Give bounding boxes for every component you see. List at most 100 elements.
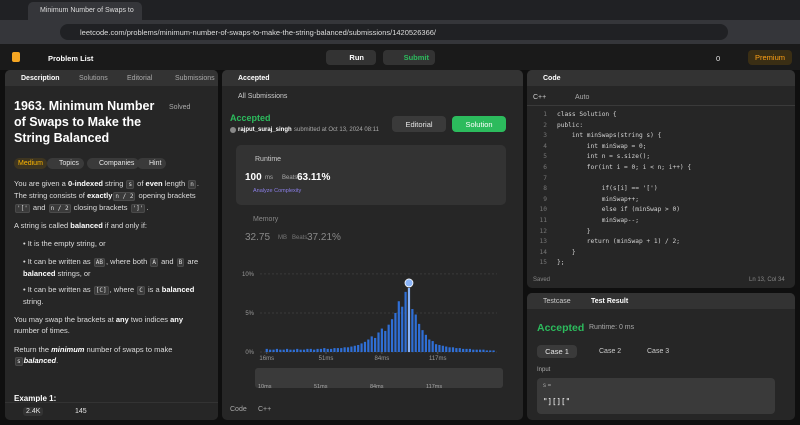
bar (377, 332, 380, 352)
bar (478, 349, 482, 352)
tab[interactable]: Accepted (238, 75, 270, 82)
bar (448, 347, 451, 352)
difficulty-tag[interactable]: Medium (14, 158, 47, 169)
panel-header (5, 70, 218, 86)
bar (289, 349, 292, 352)
text: is a (145, 285, 162, 294)
range-slider[interactable] (255, 368, 503, 388)
text: even (145, 179, 163, 188)
text: balanced (23, 269, 56, 278)
bar (357, 344, 360, 352)
tag[interactable]: Topics (47, 158, 84, 169)
status: Accepted (537, 322, 585, 334)
bar (296, 348, 299, 352)
user[interactable]: rajput_suraj_singh (238, 127, 292, 133)
bar (363, 341, 367, 352)
bar (394, 312, 397, 352)
likes[interactable]: 2.4K (23, 407, 44, 416)
bar (275, 348, 279, 352)
problem-list[interactable]: Problem List (48, 54, 94, 63)
tab[interactable]: Solutions (79, 75, 108, 82)
code-line: minSwap++; (557, 195, 639, 203)
text: It can be written as (27, 285, 93, 294)
run-button[interactable]: Run (326, 50, 376, 65)
text: and (158, 257, 176, 266)
bar (302, 349, 306, 352)
bar (401, 306, 404, 352)
text: You are given a (14, 179, 68, 188)
back-link[interactable]: All Submissions (238, 93, 288, 100)
case-tab[interactable]: Case 3 (647, 348, 670, 355)
code: s (15, 357, 23, 366)
label: Editorial (405, 119, 433, 129)
panel-header (527, 70, 795, 86)
tab[interactable]: Description (21, 75, 60, 82)
code: n / 2 (48, 204, 71, 213)
tab[interactable]: Testcase (543, 298, 571, 305)
bar (424, 334, 427, 352)
bar (390, 319, 394, 352)
text: number of times. (14, 326, 70, 335)
bar (309, 348, 312, 352)
analyze-link[interactable]: Analyze Complexity (253, 188, 302, 194)
bullet: • It can be written as [C], where C is a… (23, 285, 195, 306)
label: Case 1 (545, 347, 569, 356)
comments[interactable]: 145 (75, 408, 87, 415)
address-bar[interactable] (60, 24, 728, 40)
tab[interactable]: Code (543, 75, 561, 82)
range-label: 10ms (258, 384, 272, 390)
case-tab[interactable]: Case 1 (537, 345, 577, 358)
divider (527, 105, 795, 106)
paragraph: A string is called balanced if and only … (14, 220, 210, 231)
text: It can be written as (27, 257, 93, 266)
premium-button[interactable]: Premium (748, 50, 792, 65)
tab[interactable]: Test Result (591, 298, 629, 305)
submit-button[interactable]: Submit (383, 50, 435, 65)
tag[interactable]: Companies (87, 158, 140, 169)
line-number: 9 (543, 195, 547, 203)
bar (326, 348, 329, 352)
runtime-label: Runtime (255, 156, 282, 163)
footer-language: C++ (258, 406, 272, 413)
line-number: 11 (539, 217, 547, 224)
line-number: 7 (543, 174, 547, 182)
bar (485, 350, 488, 352)
bar (323, 348, 326, 352)
solution-button[interactable]: Solution (452, 116, 506, 132)
tab-title: Minimum Number of Swaps to (40, 7, 134, 14)
text: . (146, 203, 149, 212)
url: leetcode.com/problems/minimum-number-of-… (80, 28, 436, 37)
avatar (230, 127, 236, 133)
footer-code: Code (230, 406, 247, 413)
problem-title: 1963. Minimum Number of Swaps to Make th… (14, 99, 155, 145)
y-tick-label: 0% (245, 350, 254, 356)
memory-value: 32.75 (245, 232, 271, 243)
auto[interactable]: Auto (575, 94, 590, 101)
bar (313, 349, 316, 352)
x-tick-label: 16ms (259, 356, 274, 362)
text: 0-indexed (67, 179, 103, 188)
footer (5, 402, 218, 420)
tag[interactable]: Hint (137, 158, 167, 169)
bar (319, 348, 323, 352)
language[interactable]: C++ (533, 94, 547, 101)
bar (455, 348, 458, 352)
logo[interactable] (12, 52, 20, 62)
panel-header (527, 293, 795, 309)
case-tab[interactable]: Case 2 (599, 348, 622, 355)
code-line: class Solution { (557, 111, 617, 118)
bar (414, 314, 417, 352)
user-marker (404, 278, 414, 288)
line-number: 13 (539, 238, 547, 246)
text: number of swaps to make (84, 345, 173, 354)
text: You may swap the brackets at (14, 315, 116, 324)
tab[interactable] (28, 2, 142, 20)
tab[interactable]: Submissions (175, 75, 215, 82)
text: exactly (86, 191, 113, 200)
editorial-button[interactable]: Editorial (392, 116, 446, 132)
code: n / 2 (113, 192, 136, 201)
text: two indices (128, 315, 171, 324)
tab[interactable]: Editorial (127, 75, 153, 82)
code: B (176, 258, 185, 267)
